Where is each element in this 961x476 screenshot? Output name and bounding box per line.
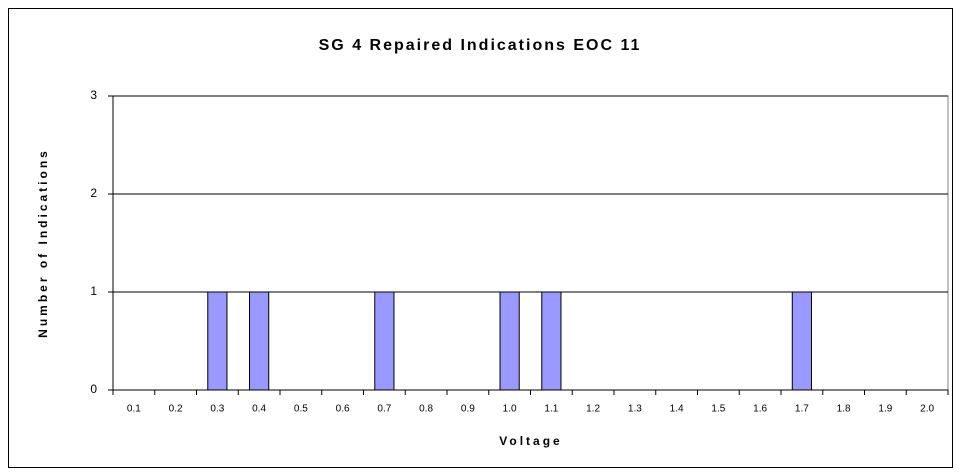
y-tick-label: 2 (90, 186, 97, 200)
x-tick-label: 0.3 (210, 404, 224, 415)
chart-title: SG 4 Repaired Indications EOC 11 (319, 37, 642, 54)
x-axis-label: Voltage (499, 434, 562, 448)
x-tick-label: 1.4 (670, 404, 684, 415)
bar (791, 291, 812, 391)
x-tick-label: 1.8 (837, 404, 851, 415)
bar (249, 291, 270, 391)
x-tick-label: 1.3 (628, 404, 642, 415)
x-tick-label: 1.0 (503, 404, 517, 415)
x-tick-label: 1.7 (795, 404, 809, 415)
x-tick-label: 0.4 (252, 404, 266, 415)
x-tick-label: 1.1 (544, 404, 558, 415)
x-tick-label: 1.2 (586, 404, 600, 415)
x-tick-label: 1.6 (753, 404, 767, 415)
x-tick-label: 0.5 (294, 404, 308, 415)
x-tick-label: 1.9 (878, 404, 892, 415)
x-tick-label: 0.6 (336, 404, 350, 415)
x-tick-label: 0.8 (419, 404, 433, 415)
bar (541, 291, 562, 391)
x-tick-label: 0.9 (461, 404, 475, 415)
bar (207, 291, 228, 391)
x-tick-label: 2.0 (920, 404, 934, 415)
x-tick-label: 0.7 (377, 404, 391, 415)
x-tick-label: 1.5 (711, 404, 725, 415)
plot-area (112, 95, 949, 391)
bar (499, 291, 520, 391)
x-tick-label: 0.1 (127, 404, 141, 415)
y-tick-label: 0 (90, 382, 97, 396)
bar (374, 291, 395, 391)
y-axis-label: Number of Indications (36, 148, 50, 338)
x-tick-label: 0.2 (169, 404, 183, 415)
y-tick-label: 3 (90, 88, 97, 102)
y-tick-label: 1 (90, 284, 97, 298)
